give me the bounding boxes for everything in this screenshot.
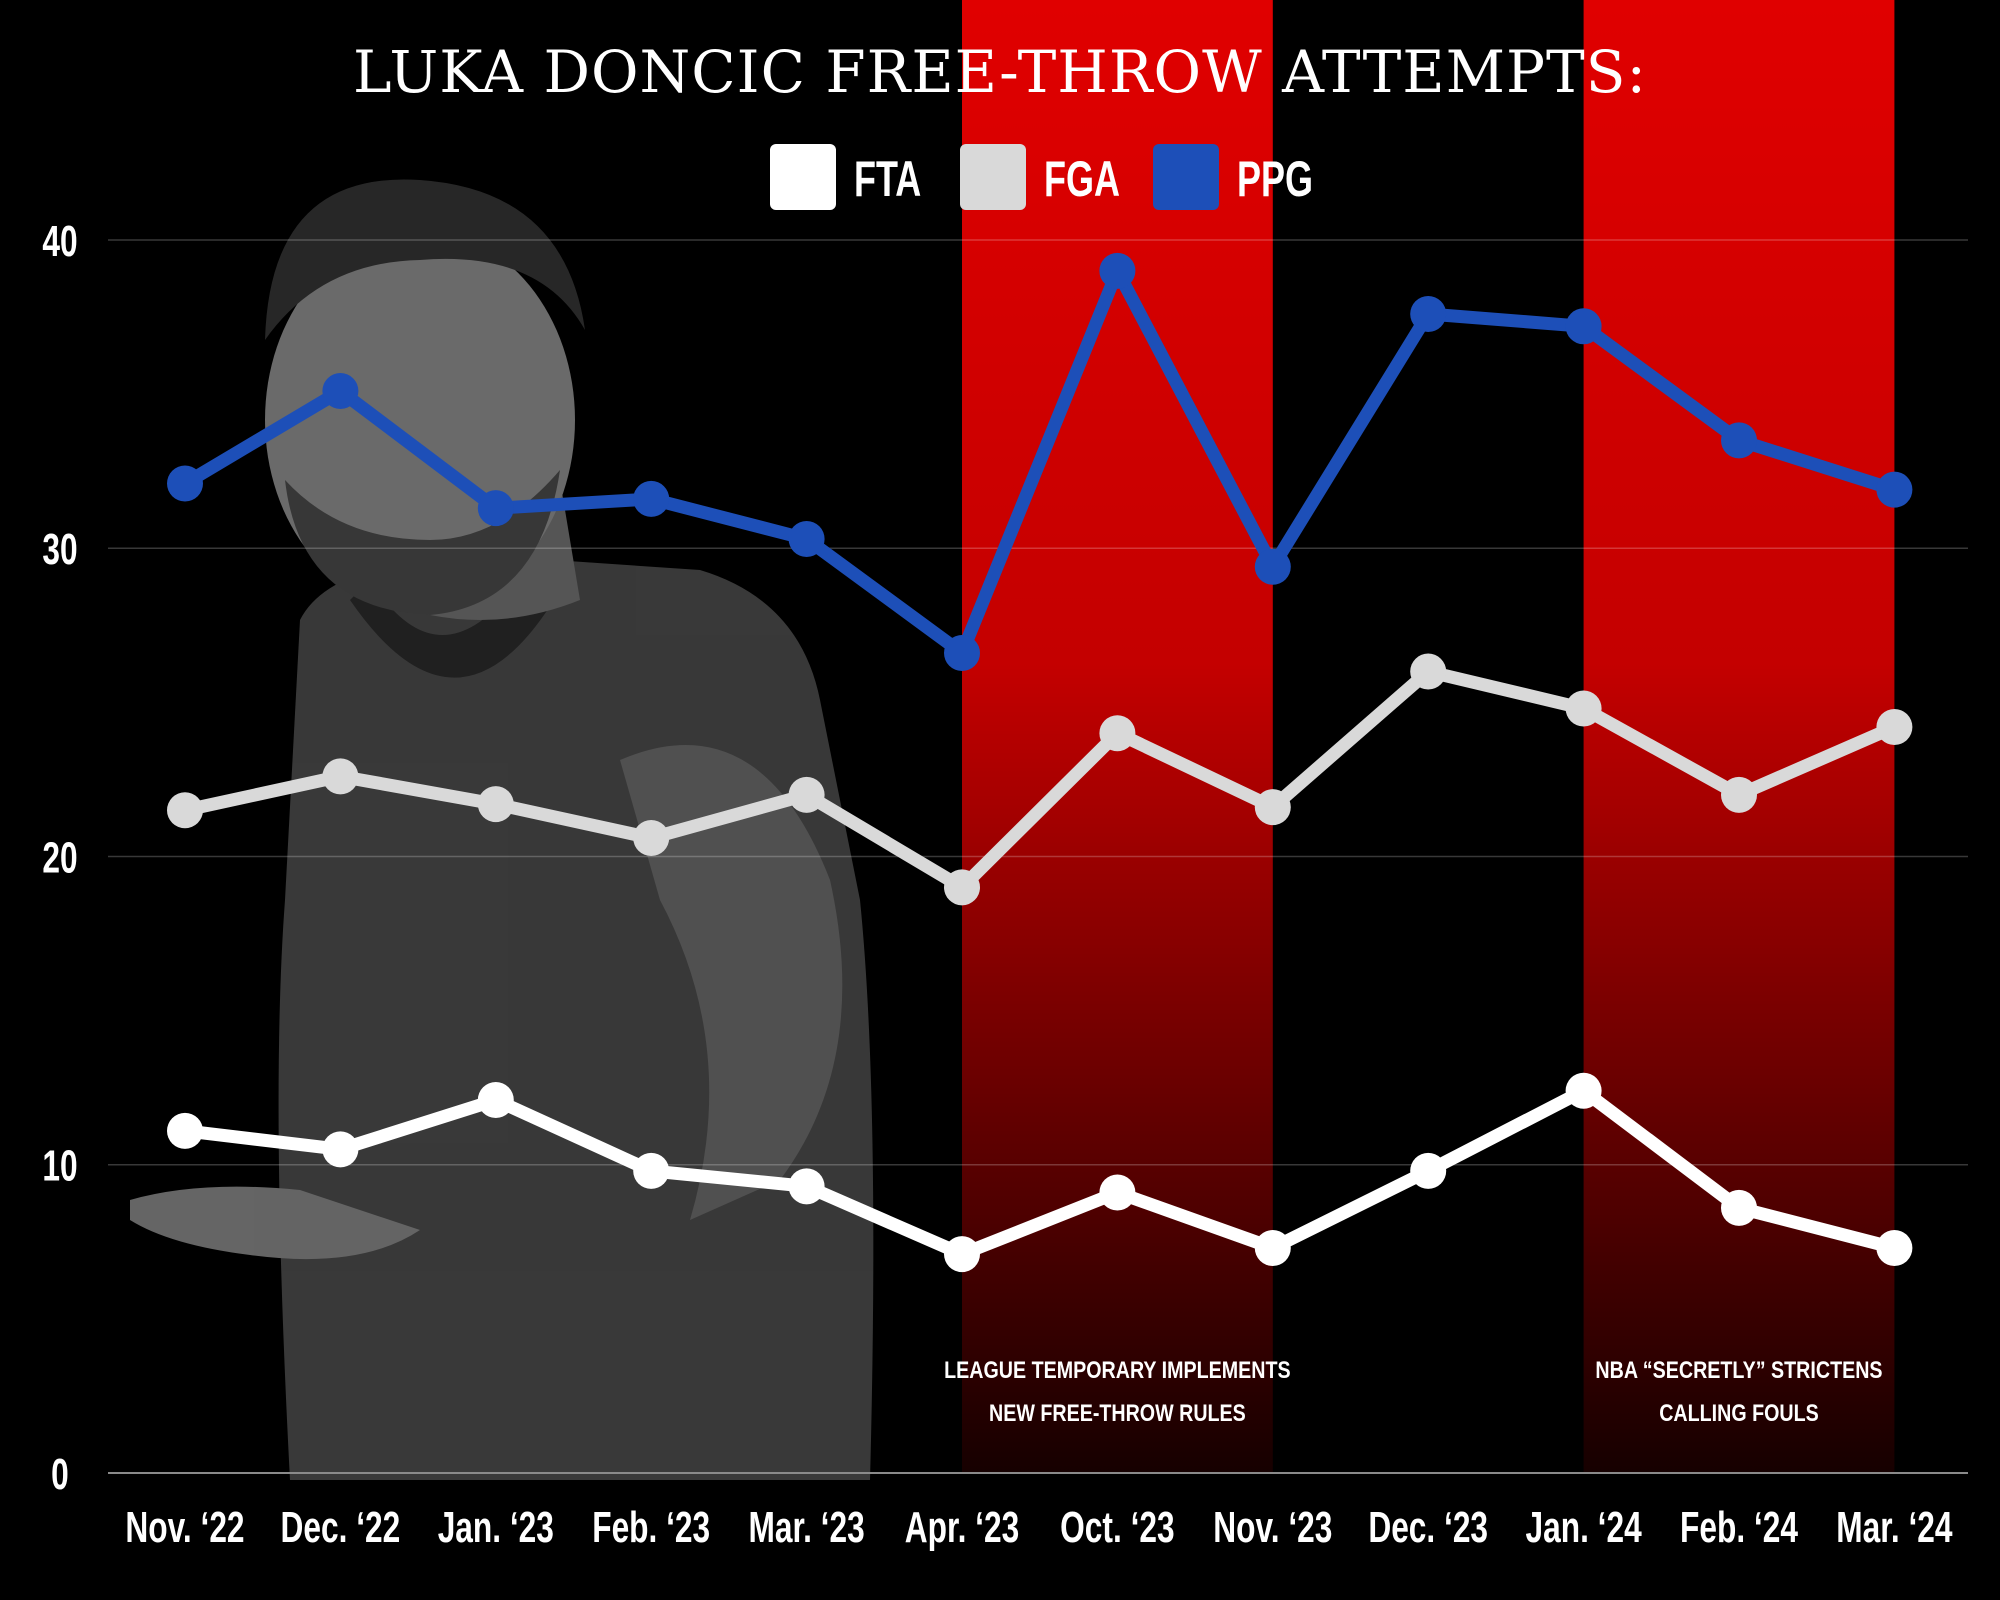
x-tick-label: Apr. ‘23 — [905, 1503, 1019, 1552]
x-axis: Nov. ‘22 Dec. ‘22 Jan. ‘23 Feb. ‘23 Mar. ‘23… — [125, 1503, 1953, 1552]
legend-label-fga: FGA — [1044, 152, 1120, 207]
legend-label-ppg: PPG — [1237, 152, 1313, 207]
data-point-ppg — [633, 480, 670, 517]
data-point-fta — [322, 1131, 359, 1168]
data-point-fta — [1876, 1229, 1913, 1266]
band-annotation-line: CALLING FOULS — [1659, 1399, 1819, 1426]
data-point-fta — [944, 1236, 980, 1273]
series-line-fta — [178, 1084, 1901, 1261]
player-beard — [285, 470, 560, 615]
data-point-fga — [944, 869, 980, 906]
band-annotations: LEAGUE TEMPORARY IMPLEMENTS NEW FREE-THRO… — [944, 1356, 1882, 1426]
y-tick-label: 30 — [42, 525, 77, 574]
x-tick-label: Jan. ‘24 — [1525, 1503, 1642, 1552]
data-point-fta — [1410, 1152, 1447, 1189]
series-line-fga — [178, 665, 1901, 894]
series-lines — [167, 252, 1913, 1273]
y-tick-label: 20 — [42, 833, 77, 882]
band-annotation-line: NBA “SECRETLY” STRICTENS — [1595, 1356, 1882, 1383]
legend: FTA FGA PPG — [770, 144, 1313, 210]
data-point-fga — [633, 820, 670, 857]
x-tick-label: Dec. ‘23 — [1368, 1503, 1488, 1552]
data-point-ppg — [1410, 295, 1447, 332]
data-point-fta — [633, 1152, 670, 1189]
data-point-fga — [788, 776, 825, 813]
data-point-fga — [1410, 653, 1447, 690]
data-point-fga — [477, 786, 514, 823]
series-line-ppg — [178, 264, 1901, 660]
data-point-fta — [1721, 1189, 1757, 1226]
data-point-fta — [477, 1082, 514, 1119]
data-point-ppg — [1565, 308, 1602, 345]
gridlines — [108, 239, 1968, 1474]
data-point-fga — [1099, 715, 1136, 752]
x-tick-label: Mar. ‘24 — [1836, 1503, 1953, 1552]
legend-swatch-fta — [770, 144, 836, 210]
data-point-fga — [1876, 709, 1913, 746]
data-point-fta — [788, 1168, 825, 1205]
x-tick-label: Mar. ‘23 — [748, 1503, 864, 1552]
data-point-ppg — [1099, 252, 1136, 289]
x-tick-label: Oct. ‘23 — [1060, 1503, 1174, 1552]
legend-label-fta: FTA — [854, 152, 921, 207]
y-tick-label: 10 — [42, 1142, 77, 1191]
data-point-ppg — [1876, 471, 1913, 508]
player-hair — [265, 179, 585, 340]
y-axis: 0 10 20 30 40 — [42, 217, 77, 1499]
data-point-fga — [167, 792, 203, 829]
x-tick-label: Feb. ‘24 — [1680, 1503, 1798, 1552]
data-point-fta — [1565, 1072, 1602, 1109]
legend-swatch-ppg — [1153, 144, 1219, 210]
x-tick-label: Nov. ‘23 — [1213, 1503, 1332, 1552]
y-tick-label: 40 — [42, 217, 77, 266]
data-point-ppg — [788, 521, 825, 558]
x-tick-label: Nov. ‘22 — [125, 1503, 244, 1552]
data-point-fga — [322, 758, 359, 795]
chart-title: LUKA DONCIC FREE-THROW ATTEMPTS: — [353, 38, 1647, 106]
data-point-fta — [167, 1112, 203, 1149]
series-fga — [167, 653, 1913, 906]
data-point-ppg — [477, 490, 514, 527]
band-annotation-line: LEAGUE TEMPORARY IMPLEMENTS — [944, 1356, 1290, 1383]
data-point-fga — [1254, 789, 1291, 826]
data-point-fga — [1721, 776, 1757, 813]
data-point-ppg — [1254, 548, 1291, 585]
data-point-fta — [1254, 1229, 1291, 1266]
legend-swatch-fga — [960, 144, 1026, 210]
x-tick-label: Jan. ‘23 — [438, 1503, 554, 1552]
data-point-ppg — [167, 465, 203, 502]
data-point-ppg — [322, 373, 359, 410]
x-tick-label: Feb. ‘23 — [592, 1503, 710, 1552]
band-annotation-line: NEW FREE-THROW RULES — [989, 1399, 1246, 1426]
data-point-fga — [1565, 690, 1602, 727]
series-ppg — [167, 252, 1913, 672]
y-tick-label: 0 — [51, 1450, 69, 1499]
player-right-arm — [620, 745, 843, 1220]
data-point-fta — [1099, 1174, 1136, 1211]
x-tick-label: Dec. ‘22 — [281, 1503, 401, 1552]
data-point-ppg — [1721, 422, 1757, 459]
player-left-hand — [130, 1186, 420, 1260]
data-point-ppg — [944, 635, 980, 672]
series-fta — [167, 1072, 1913, 1273]
